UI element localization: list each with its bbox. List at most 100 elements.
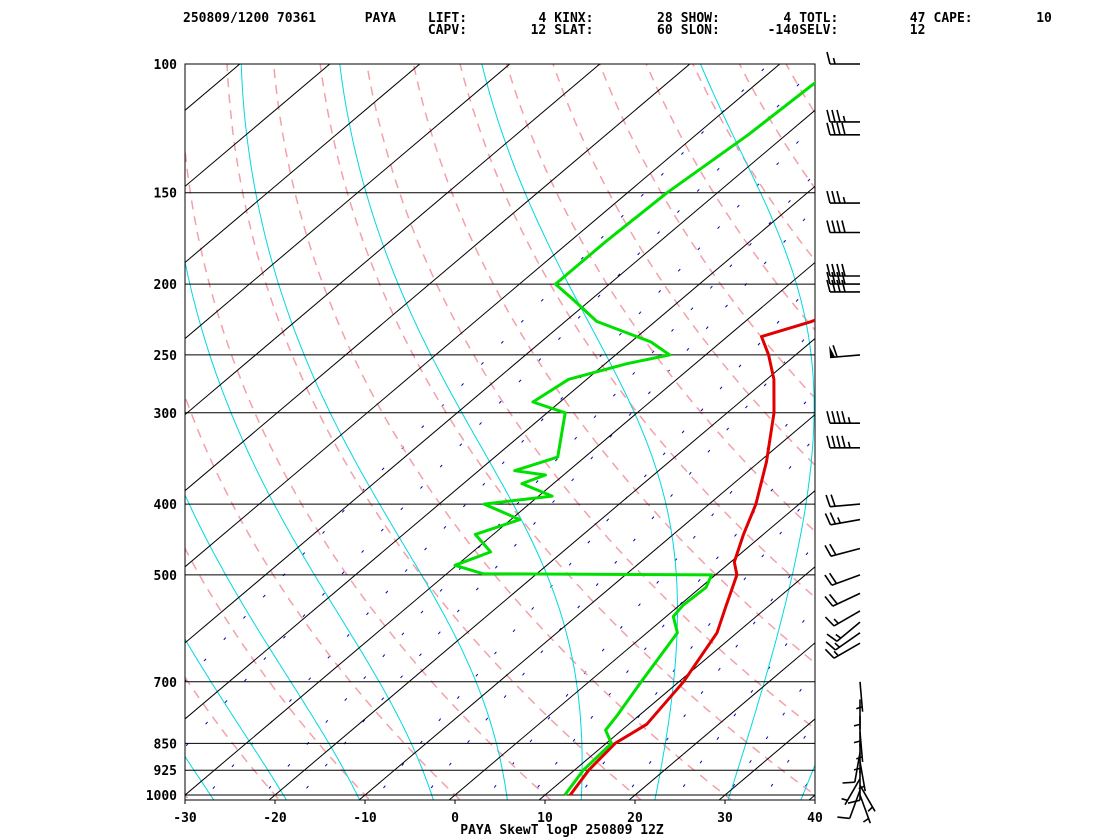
wind-barb-staff <box>830 354 861 359</box>
wind-barb-half <box>842 196 846 204</box>
wind-barb-half <box>856 705 863 710</box>
wind-barb-half <box>847 417 851 424</box>
pressure-tick-label: 200 <box>154 278 178 293</box>
wind-barb-half <box>858 785 865 790</box>
isotherm-line <box>0 31 99 826</box>
header-field: 12 <box>531 23 547 38</box>
wind-barb-full <box>826 633 838 642</box>
mixing-ratio-line <box>185 66 815 748</box>
wind-barb-full <box>825 641 836 651</box>
wind-barb-full <box>836 220 841 233</box>
wind-barb-full <box>841 263 846 277</box>
wind-barb-full <box>826 220 831 233</box>
dry-adiabat-line <box>226 64 643 800</box>
pressure-tick-label: 850 <box>154 737 178 752</box>
wind-barb <box>826 621 861 642</box>
header-field: SELV: <box>799 23 838 38</box>
isotherm-line <box>808 794 815 800</box>
header-field: CAPV: <box>428 23 467 38</box>
pressure-tick-label: 400 <box>154 498 178 513</box>
wind-barb-half <box>834 642 841 648</box>
wind-barb-half <box>856 756 863 760</box>
wind-barb-full <box>836 122 841 135</box>
header-field: 4 <box>783 11 791 26</box>
dry-adiabat-line <box>1053 48 1120 811</box>
dry-adiabat-line <box>272 64 733 800</box>
wind-barb-full <box>826 435 831 448</box>
header-field: LIFT: <box>428 11 467 26</box>
wind-barb-full <box>836 190 841 204</box>
wind-barb-full <box>841 122 846 135</box>
header-field: 47 <box>910 11 926 26</box>
temperature-tick-label: 20 <box>627 811 643 826</box>
mixing-ratio-line <box>258 172 815 800</box>
sounding-profiles <box>453 80 815 796</box>
wind-barb <box>859 784 876 812</box>
wind-barb-full <box>831 190 836 204</box>
mixing-ratio-line <box>185 64 769 683</box>
dry-adiabat-line <box>366 64 815 730</box>
moist-adiabat-line <box>185 493 361 800</box>
wind-barb-full <box>826 263 831 277</box>
dry-adiabat-line <box>738 64 815 190</box>
wind-barb-half <box>867 806 874 812</box>
wind-barb <box>841 778 861 806</box>
moist-adiabat-line <box>481 64 678 800</box>
wind-barb <box>824 610 861 627</box>
wind-barb <box>856 681 864 712</box>
wind-barb-full <box>831 279 836 293</box>
header-field: TOTL: <box>799 11 838 26</box>
wind-barb-half <box>841 797 848 802</box>
wind-barb-full <box>836 271 841 285</box>
wind-barb-full <box>841 279 846 293</box>
wind-barb-full <box>826 190 831 204</box>
header-field: SHOW: <box>681 11 720 26</box>
isotherm-line <box>185 185 815 720</box>
moist-adiabat-line <box>185 259 434 800</box>
isotherm-line <box>718 718 815 800</box>
wind-barb <box>826 411 860 425</box>
isotherm-line <box>0 31 189 826</box>
header-field: CAPE: <box>934 11 973 26</box>
isotherm-line <box>268 337 815 800</box>
header-field: 10 <box>1036 11 1052 26</box>
isotherm-line <box>185 64 421 264</box>
header-field: 12 <box>910 23 926 38</box>
wind-barb-full <box>831 109 836 123</box>
pressure-tick-labels: 100 150 200 250 300 400 500 700 850 925 1000 <box>146 58 177 804</box>
wind-barb-half <box>832 57 836 65</box>
wind-barb <box>842 752 861 784</box>
dry-adiabat-line <box>185 675 281 800</box>
wind-barb-half <box>833 618 839 624</box>
isotherm-line <box>358 413 815 800</box>
wind-barb-full <box>841 271 846 285</box>
wind-barb <box>826 51 860 65</box>
temperature-tick-label: 30 <box>717 811 733 826</box>
wind-barb-full <box>836 279 841 293</box>
pressure-tick-label: 150 <box>154 187 178 202</box>
isotherm-line <box>185 261 815 796</box>
dry-adiabats <box>185 48 1120 811</box>
wind-barb-full <box>828 572 838 584</box>
isotherm-line <box>185 64 511 340</box>
isotherms <box>0 31 815 826</box>
wind-barb-full <box>831 271 836 285</box>
moist-adiabat-line <box>185 755 215 800</box>
temperature-tick-label: -10 <box>353 811 377 826</box>
wind-barb <box>853 699 861 730</box>
wind-barb-half <box>842 115 846 123</box>
wind-barb-full <box>826 271 831 285</box>
header-field: 4 <box>539 11 547 26</box>
wind-barb-full <box>841 435 846 448</box>
dry-adiabat-line <box>1007 48 1120 811</box>
isotherm-line <box>185 109 815 644</box>
isotherm-line <box>448 490 815 800</box>
wind-barb-full <box>824 545 832 557</box>
dry-adiabat-line <box>505 64 815 533</box>
wind-barb-full <box>824 648 835 659</box>
pressure-tick-label: 500 <box>154 569 178 584</box>
wind-barb-full <box>830 494 836 507</box>
wind-barb-full <box>841 411 846 424</box>
wind-barb-full <box>842 781 855 784</box>
wind-barb-full <box>836 263 841 277</box>
